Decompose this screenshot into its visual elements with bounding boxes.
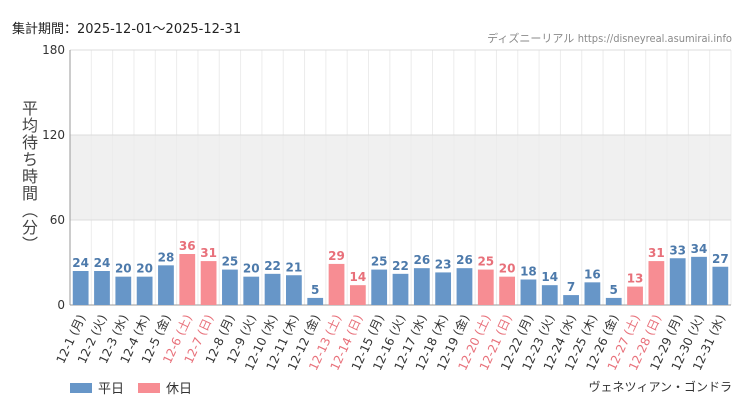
bar: [499, 276, 516, 305]
bar: [456, 268, 473, 305]
attraction-name: ヴェネツィアン・ゴンドラ: [588, 380, 732, 394]
bar: [392, 273, 409, 305]
y-tick-label: 60: [50, 213, 65, 227]
bar-value-label: 27: [712, 252, 729, 266]
bar-value-label: 5: [610, 283, 618, 297]
period-label: 集計期間：2025-12-01〜2025-12-31: [12, 22, 242, 37]
bar: [264, 273, 281, 305]
bar-value-label: 26: [413, 253, 430, 267]
bar: [627, 286, 643, 305]
bar: [712, 266, 729, 305]
bar-value-label: 23: [435, 257, 452, 271]
bar: [541, 285, 558, 305]
bar-value-label: 18: [520, 265, 537, 279]
bar: [477, 269, 494, 305]
bar: [136, 276, 153, 305]
bar: [563, 295, 579, 305]
bar: [691, 256, 707, 305]
bar-value-label: 25: [371, 255, 388, 269]
legend-swatch-weekday: [70, 382, 92, 393]
legend-item-holiday: 休日: [138, 378, 192, 397]
bar: [158, 265, 174, 305]
bar: [413, 268, 430, 305]
bar-value-label: 36: [179, 239, 196, 253]
bar: [115, 276, 132, 305]
site-url: https://disneyreal.asumirai.info: [577, 32, 732, 45]
bar-value-label: 31: [200, 246, 217, 260]
bar-value-label: 22: [392, 259, 409, 273]
legend-swatch-holiday: [138, 382, 161, 393]
bar-value-label: 20: [499, 262, 516, 276]
bar-value-label: 20: [243, 262, 260, 276]
bar-value-label: 20: [136, 262, 153, 276]
bar-value-label: 7: [567, 280, 575, 294]
bar: [371, 269, 388, 305]
bar: [605, 297, 622, 305]
y-tick-label: 0: [57, 298, 65, 312]
bar-value-label: 21: [286, 260, 303, 274]
bar: [349, 285, 366, 305]
bar: [243, 276, 260, 305]
bar-value-label: 14: [541, 270, 558, 284]
bar: [669, 258, 686, 305]
bar-value-label: 24: [72, 256, 89, 270]
bar-value-label: 24: [94, 256, 111, 270]
bar: [200, 261, 217, 305]
y-axis-label: 平均待ち時間（分）: [19, 100, 38, 253]
legend: 平日 休日: [70, 378, 206, 397]
bar-value-label: 26: [456, 253, 473, 267]
site-name: ディズニーリアル: [487, 32, 575, 45]
bar-value-label: 14: [350, 270, 367, 284]
site-credit[interactable]: ディズニーリアル https://disneyreal.asumirai.inf…: [487, 30, 732, 46]
bar: [72, 271, 89, 305]
bar: [435, 272, 452, 305]
bar-value-label: 29: [328, 249, 345, 263]
bar: [307, 297, 324, 305]
bar: [648, 261, 665, 305]
y-tick-label: 180: [42, 43, 65, 57]
bar-value-label: 25: [477, 255, 494, 269]
legend-item-weekday: 平日: [70, 378, 124, 397]
bar: [285, 275, 302, 305]
bar-value-label: 5: [311, 283, 319, 297]
bar-value-label: 25: [222, 255, 239, 269]
legend-label-weekday: 平日: [98, 382, 125, 397]
bar-value-label: 13: [627, 272, 644, 286]
bar-value-label: 16: [584, 267, 601, 281]
bar: [584, 282, 601, 305]
bar-value-label: 22: [264, 259, 281, 273]
bar-value-label: 34: [691, 242, 708, 256]
y-tick-label: 120: [42, 128, 65, 142]
bar-value-label: 31: [648, 246, 665, 260]
bar-value-label: 33: [669, 243, 686, 257]
bar: [222, 269, 238, 305]
bar: [179, 254, 196, 305]
bar-value-label: 20: [115, 262, 132, 276]
shaded-band: [70, 135, 731, 220]
bar: [328, 263, 345, 305]
bar-value-label: 28: [158, 250, 175, 264]
bar: [94, 271, 110, 305]
legend-label-holiday: 休日: [166, 382, 193, 397]
bar: [520, 279, 537, 305]
